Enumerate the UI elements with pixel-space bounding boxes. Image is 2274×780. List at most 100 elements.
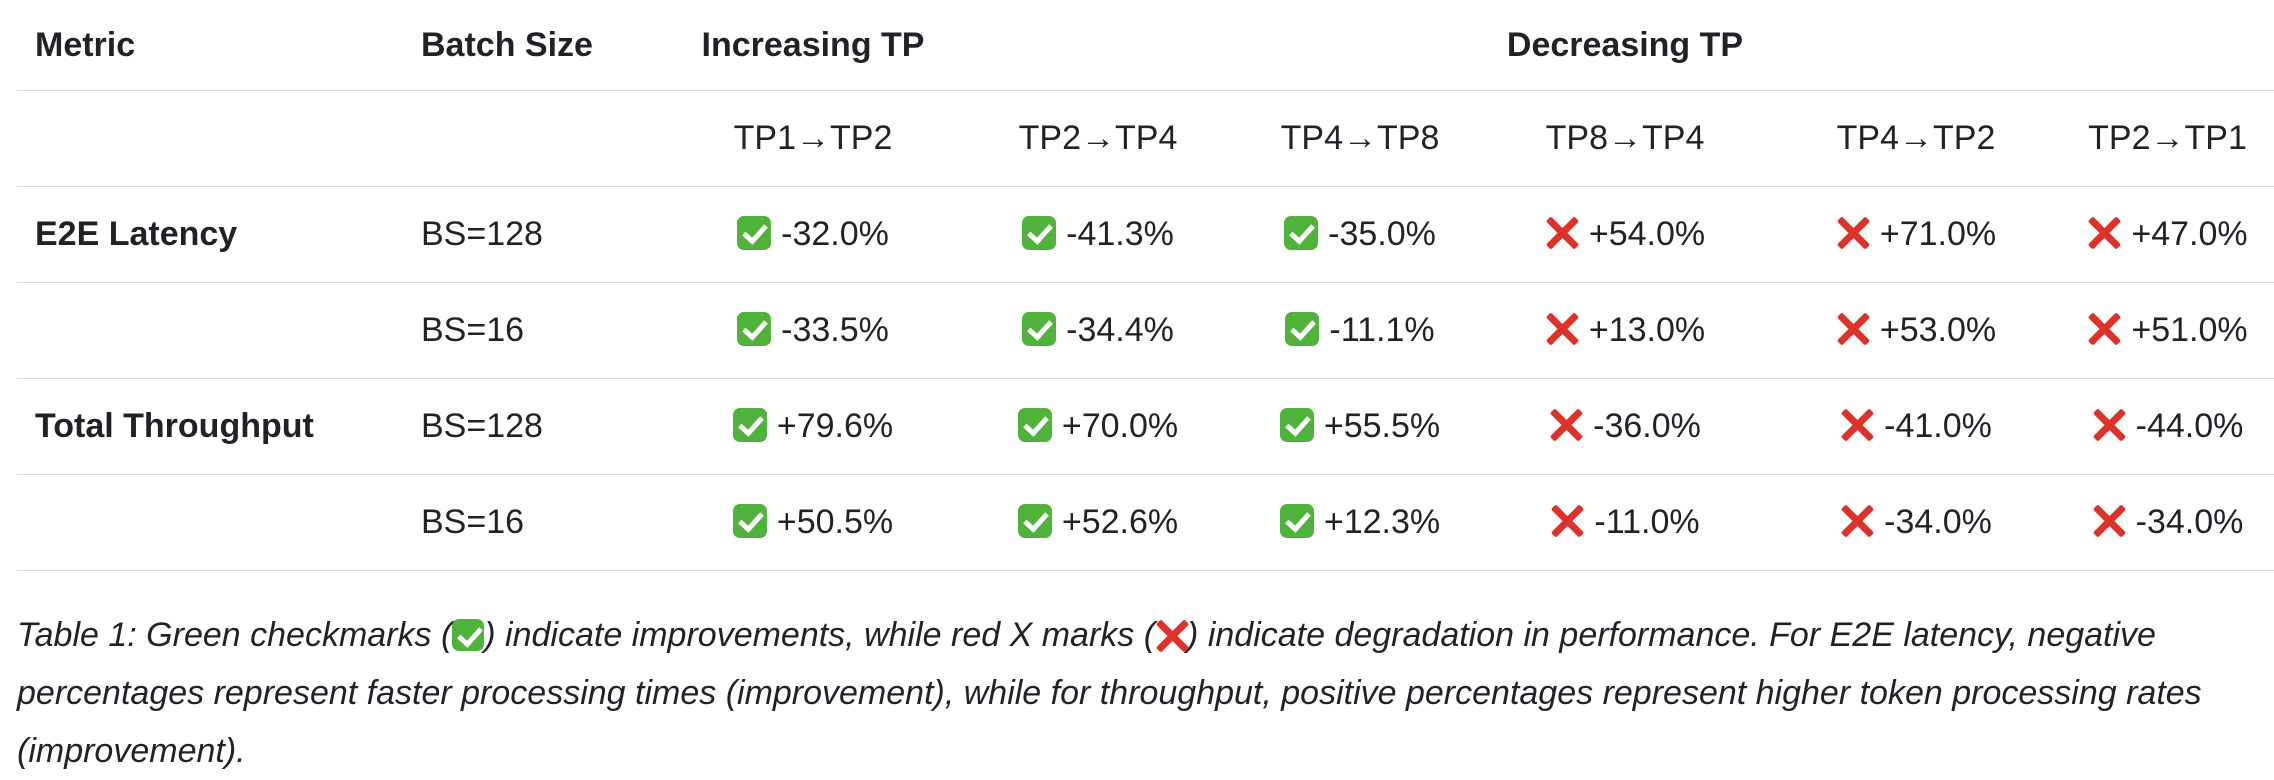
result-value: +47.0% <box>2131 215 2248 253</box>
batch-size-label: BS=128 <box>403 378 671 475</box>
green-checkmark-icon <box>737 216 772 250</box>
result-cell: +12.3% <box>1241 474 1479 571</box>
red-x-icon <box>1155 619 1187 651</box>
result-value: -11.0% <box>1594 503 1700 541</box>
result-cell: -41.0% <box>1771 378 2061 475</box>
red-x-icon <box>1545 216 1579 250</box>
result-cell: +52.6% <box>955 474 1241 571</box>
result-value: +54.0% <box>1588 215 1706 253</box>
result-cell: +51.0% <box>2061 282 2274 379</box>
result-cell: +79.6% <box>671 378 955 475</box>
result-value: +50.5% <box>776 503 894 541</box>
red-x-icon <box>1549 408 1583 442</box>
header-row: Metric Batch Size Increasing TP Decreasi… <box>17 0 2274 91</box>
header-metric: Metric <box>17 0 403 91</box>
table-row: BS=16 +50.5% +52.6% +12.3% -11.0% -34.0%… <box>17 474 2274 571</box>
table-caption: Table 1: Green checkmarks ( ) indicate im… <box>17 606 2274 780</box>
metric-label <box>17 474 403 571</box>
subheader-empty <box>17 90 403 187</box>
green-checkmark-icon <box>1017 504 1052 538</box>
result-cell: -35.0% <box>1241 186 1479 283</box>
results-table: Metric Batch Size Increasing TP Decreasi… <box>17 0 2274 571</box>
header-batch-size: Batch Size <box>403 0 671 91</box>
caption-text: ) indicate degradation in performance. F… <box>17 616 2202 770</box>
result-cell: -36.0% <box>1479 378 1771 475</box>
red-x-icon <box>2092 408 2126 442</box>
metric-label: Total Throughput <box>17 378 403 475</box>
green-checkmark-icon <box>732 408 767 442</box>
header-spacer <box>1771 0 2061 91</box>
table-row: E2E Latency BS=128 -32.0% -41.3% -35.0% … <box>17 186 2274 283</box>
red-x-icon <box>1836 312 1870 346</box>
result-value: +12.3% <box>1323 503 1441 541</box>
subheader-empty <box>403 90 671 187</box>
result-cell: +54.0% <box>1479 186 1771 283</box>
green-checkmark-icon <box>732 504 767 538</box>
red-x-icon <box>1836 216 1870 250</box>
subheader-cell: TP4→TP2 <box>1771 90 2061 187</box>
green-checkmark-icon <box>737 312 772 346</box>
header-spacer <box>1241 0 1479 91</box>
result-cell: +71.0% <box>1771 186 2061 283</box>
result-value: -34.0% <box>1884 503 1992 541</box>
subheader-cell: TP1→TP2 <box>671 90 955 187</box>
result-cell: -11.0% <box>1479 474 1771 571</box>
result-cell: -34.0% <box>2061 474 2274 571</box>
batch-size-label: BS=16 <box>403 282 671 379</box>
result-value: +53.0% <box>1879 311 1997 349</box>
green-checkmark-icon <box>1017 408 1052 442</box>
result-value: -32.0% <box>781 215 889 253</box>
result-value: +52.6% <box>1061 503 1179 541</box>
result-cell: +55.5% <box>1241 378 1479 475</box>
red-x-icon <box>1545 312 1579 346</box>
result-value: -41.3% <box>1066 215 1174 253</box>
table-row: Total Throughput BS=128 +79.6% +70.0% +5… <box>17 378 2274 475</box>
subheader-row: TP1→TP2 TP2→TP4 TP4→TP8 TP8→TP4 TP4→TP2 … <box>17 90 2274 187</box>
batch-size-label: BS=128 <box>403 186 671 283</box>
green-checkmark-icon <box>1022 216 1057 250</box>
subheader-cell: TP2→TP4 <box>955 90 1241 187</box>
result-value: +55.5% <box>1323 407 1441 445</box>
result-cell: +50.5% <box>671 474 955 571</box>
batch-size-label: BS=16 <box>403 474 671 571</box>
red-x-icon <box>2087 216 2121 250</box>
result-cell: -33.5% <box>671 282 955 379</box>
result-value: +79.6% <box>776 407 894 445</box>
result-value: -11.1% <box>1329 311 1435 349</box>
result-cell: +70.0% <box>955 378 1241 475</box>
result-cell: -32.0% <box>671 186 955 283</box>
header-spacer <box>955 0 1241 91</box>
green-checkmark-icon <box>1279 504 1314 538</box>
caption-text: ) indicate improvements, while red X mar… <box>484 616 1156 654</box>
metric-label: E2E Latency <box>17 186 403 283</box>
subheader-cell: TP8→TP4 <box>1479 90 1771 187</box>
result-value: +70.0% <box>1061 407 1179 445</box>
result-cell: -11.1% <box>1241 282 1479 379</box>
metric-label <box>17 282 403 379</box>
green-checkmark-icon <box>1022 312 1057 346</box>
result-value: -36.0% <box>1593 407 1701 445</box>
subheader-cell: TP2→TP1 <box>2061 90 2274 187</box>
table-row: BS=16 -33.5% -34.4% -11.1% +13.0% +53.0%… <box>17 282 2274 379</box>
green-checkmark-icon <box>1284 216 1319 250</box>
green-checkmark-icon <box>1285 312 1320 346</box>
red-x-icon <box>1550 504 1584 538</box>
result-cell: -34.0% <box>1771 474 2061 571</box>
result-value: -34.0% <box>2135 503 2244 541</box>
result-cell: -34.4% <box>955 282 1241 379</box>
result-cell: -44.0% <box>2061 378 2274 475</box>
subheader-cell: TP4→TP8 <box>1241 90 1479 187</box>
result-value: -44.0% <box>2135 407 2244 445</box>
green-checkmark-icon <box>1279 408 1314 442</box>
result-value: +71.0% <box>1879 215 1997 253</box>
result-value: -34.4% <box>1066 311 1174 349</box>
header-spacer <box>2061 0 2274 91</box>
caption-text: Table 1: Green checkmarks ( <box>17 616 453 654</box>
result-value: -33.5% <box>781 311 889 349</box>
result-cell: +47.0% <box>2061 186 2274 283</box>
red-x-icon <box>2092 504 2126 538</box>
header-increasing-tp: Increasing TP <box>671 0 955 91</box>
result-value: -35.0% <box>1328 215 1436 253</box>
green-checkmark-icon <box>452 619 485 651</box>
